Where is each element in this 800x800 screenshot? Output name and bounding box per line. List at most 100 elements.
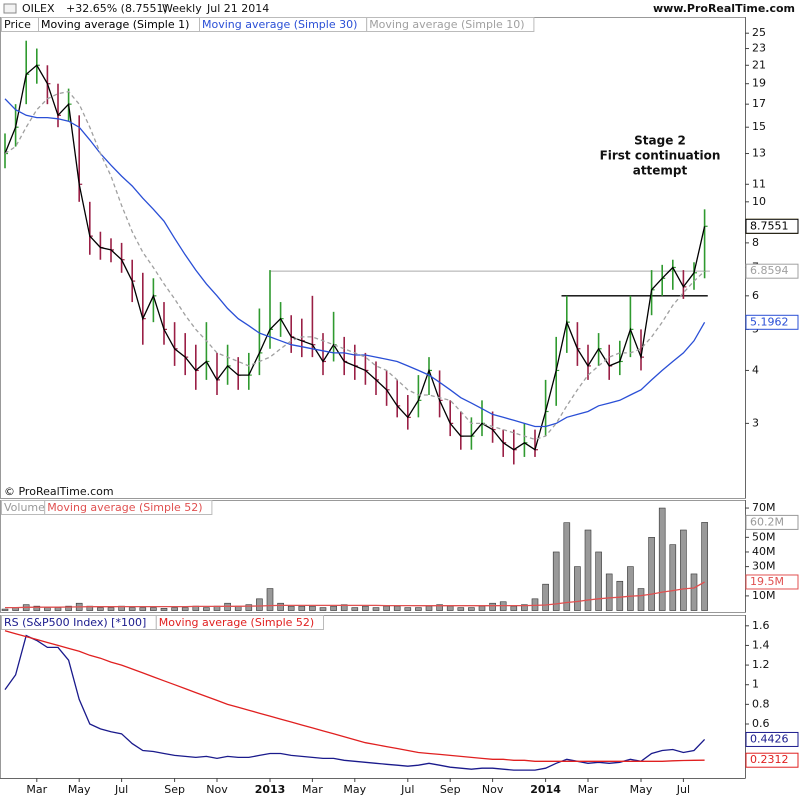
legend-box [366, 17, 535, 32]
x-tick-label: Sep [440, 783, 461, 796]
legend-box [155, 615, 324, 630]
y-tick-label: 0.6 [752, 717, 770, 730]
legend-entry: Moving average (Simple 30) [202, 18, 357, 31]
line-series [4, 90, 706, 441]
volume-bar [54, 607, 62, 611]
volume-bar [309, 605, 316, 611]
y-tick-label: 21 [752, 58, 766, 71]
volume-bar [362, 605, 369, 611]
volume-bar [128, 607, 136, 611]
last-value-label: 5.1962 [750, 315, 789, 328]
y-tick-label: 1.4 [752, 638, 770, 651]
y-tick-label: 1.2 [752, 658, 770, 671]
x-tick-label: 2013 [255, 783, 286, 796]
volume-bar [446, 605, 454, 611]
volume-bar [393, 605, 401, 611]
x-tick-label: Jul [114, 783, 128, 796]
last-value-box [745, 218, 799, 234]
legend-entry: Moving average (Simple 52) [47, 501, 202, 514]
volume-bar [680, 529, 687, 611]
volume-bar [181, 607, 189, 611]
y-tick-label: 25 [752, 26, 766, 39]
y-tick-label: 1 [752, 678, 759, 691]
volume-bar [415, 607, 422, 611]
y-tick-label: 40M [752, 545, 776, 558]
volume-bar [658, 507, 666, 611]
volume-bar [160, 608, 168, 611]
last-value-label: 6.8594 [750, 264, 789, 277]
y-tick-label: 50M [752, 530, 776, 543]
last-value-label: 8.7551 [750, 219, 789, 232]
volume-bar [150, 607, 157, 611]
volume-bar [330, 605, 337, 611]
last-value-box [745, 752, 799, 768]
x-tick-label: Mar [578, 783, 599, 796]
x-tick-label: Jul [676, 783, 690, 796]
volume-bar [107, 607, 115, 611]
line-series [4, 98, 706, 428]
volume-bar [245, 604, 253, 611]
x-tick-label: 2014 [530, 783, 561, 796]
volume-bar [436, 604, 443, 611]
volume-bar [404, 607, 412, 611]
last-value-box [745, 731, 799, 747]
volume-bar [701, 522, 708, 611]
volume-bar [372, 607, 380, 611]
volume-bar [65, 605, 72, 611]
volume-bar [669, 544, 677, 611]
x-tick-label: Mar [26, 783, 47, 796]
line-series [4, 64, 706, 451]
volume-bar [33, 605, 41, 611]
legend-entry: Moving average (Simple 1) [41, 18, 189, 31]
volume-bar [266, 588, 274, 611]
y-tick-label: 4 [752, 363, 759, 376]
last-value-box [745, 314, 799, 330]
volume-bar [510, 605, 518, 611]
last-value-box [745, 574, 799, 590]
line-series [4, 630, 705, 762]
y-tick-label: 30M [752, 560, 776, 573]
volume-bar [605, 573, 613, 611]
change: +32.65% (8.7551) [66, 2, 168, 15]
volume-bar [287, 605, 295, 611]
legend-entry: Moving average (Simple 52) [159, 616, 314, 629]
x-tick-label: May [630, 783, 653, 796]
volume-bar [425, 605, 433, 611]
legend-entry: Moving average (Simple 10) [369, 18, 524, 31]
x-tick-label: May [343, 783, 366, 796]
volume-bar [171, 607, 178, 611]
legend-box [44, 500, 213, 515]
volume-bar [256, 598, 263, 611]
x-tick-label: Nov [206, 783, 228, 796]
y-tick-label: 23 [752, 42, 766, 55]
legend-entry: RS (S&P500 Index) [*100] [4, 616, 146, 629]
y-tick-label: 8 [752, 236, 759, 249]
y-tick-label: 70M [752, 501, 776, 514]
volume-bar [542, 583, 549, 611]
volume-bar [637, 588, 645, 611]
period: Weekly [162, 2, 202, 15]
y-tick-label: 10 [752, 195, 766, 208]
volume-bar [44, 607, 51, 611]
volume-bar [584, 529, 592, 611]
volume-bar [139, 607, 147, 611]
y-tick-label: 19 [752, 77, 766, 90]
volume-bar [690, 573, 698, 611]
volume-bar [457, 607, 465, 611]
y-tick-label: 3 [752, 416, 759, 429]
volume-bar [298, 605, 306, 611]
volume-bar [383, 605, 390, 611]
last-value-box [745, 263, 799, 279]
y-tick-label: 0.8 [752, 697, 770, 710]
y-tick-label: 6 [752, 289, 759, 302]
y-tick-label: 1.6 [752, 619, 770, 632]
volume-bar [351, 607, 359, 611]
volume-bar [489, 602, 496, 611]
volume-bar [478, 605, 486, 611]
volume-bar [627, 566, 634, 611]
volume-bar [1, 608, 9, 611]
volume-bar [521, 604, 528, 611]
volume-bar [203, 607, 210, 611]
volume-bar [468, 607, 475, 611]
